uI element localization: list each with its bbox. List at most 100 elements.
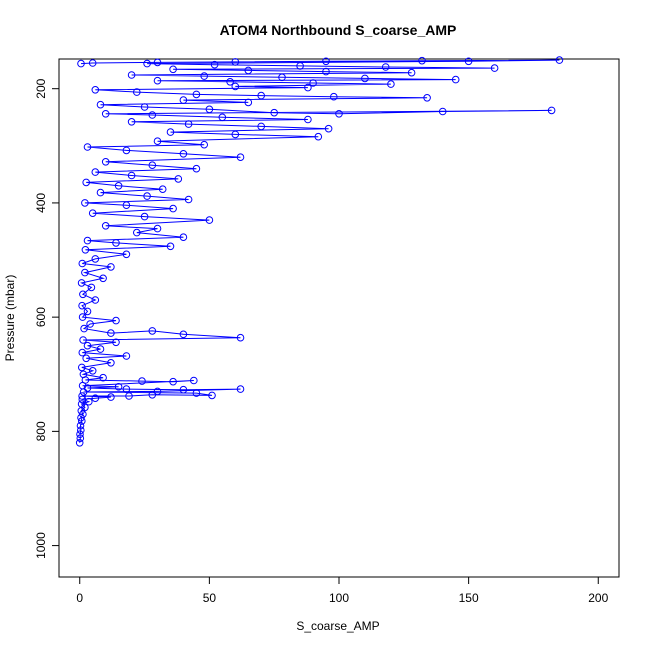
data-point [153, 58, 162, 67]
data-point [81, 246, 90, 254]
data-point [107, 263, 115, 271]
data-point [88, 59, 97, 67]
data-point [169, 204, 177, 213]
data-point [205, 105, 214, 114]
data-point [81, 268, 89, 277]
data-point [231, 82, 240, 91]
data-point [101, 158, 110, 166]
data-point [79, 370, 88, 379]
data-point [85, 397, 93, 406]
data-point [218, 113, 227, 122]
data-point [101, 110, 110, 118]
data-point [82, 178, 90, 187]
data-point [140, 103, 149, 111]
data-point [547, 106, 556, 115]
data-point [451, 75, 460, 84]
data-point [179, 233, 188, 241]
data-point [192, 389, 201, 397]
data-point [174, 175, 183, 183]
data-point [179, 330, 188, 339]
data-point [77, 426, 85, 435]
data-point [169, 377, 177, 386]
data-point [77, 400, 86, 408]
x-tick-label: 0 [76, 591, 83, 605]
data-point [309, 79, 317, 87]
y-tick-label: 600 [34, 307, 48, 327]
data-point [122, 352, 131, 360]
data-point [244, 66, 253, 75]
data-point [387, 80, 395, 88]
data-point [77, 59, 85, 68]
y-tick-label: 400 [34, 193, 48, 213]
data-point [91, 255, 100, 263]
x-tick-label: 150 [459, 591, 479, 605]
data-point [107, 393, 115, 401]
y-tick-label: 800 [34, 421, 48, 441]
data-point [88, 367, 97, 375]
data-point [76, 421, 85, 430]
data-point [335, 110, 343, 118]
data-point [153, 76, 162, 85]
data-point [78, 301, 86, 310]
data-point [80, 324, 88, 333]
data-point [112, 338, 120, 347]
data-point [314, 132, 323, 141]
data-point [127, 171, 136, 180]
data-point [83, 307, 92, 316]
data-point [140, 212, 149, 221]
data-point [200, 72, 208, 80]
data-point [114, 383, 123, 391]
data-point [76, 430, 84, 439]
data-point [166, 242, 175, 251]
data-point [96, 345, 105, 353]
data-point [464, 57, 473, 66]
data-point [91, 296, 100, 304]
data-point [190, 376, 198, 385]
data-point [153, 387, 162, 396]
data-point [78, 348, 87, 357]
data-point [75, 439, 84, 447]
x-axis: 0 50 100 150 200 [76, 577, 609, 605]
data-point [148, 161, 157, 169]
data-point [125, 392, 133, 400]
data-point [184, 195, 193, 204]
data-point [83, 384, 92, 392]
data-point [96, 188, 105, 197]
data-point [210, 60, 219, 69]
data-point [192, 164, 201, 173]
data-point [101, 222, 110, 230]
data-point [88, 209, 97, 217]
data-point [324, 124, 333, 133]
y-axis-label: Pressure (mbar) [3, 275, 17, 362]
data-point [83, 143, 92, 151]
data-point [112, 239, 120, 247]
data-point [79, 290, 87, 299]
data-point [138, 377, 146, 385]
data-point [304, 115, 312, 124]
chart-title: ATOM4 Northbound S_coarse_AMP [220, 22, 457, 38]
x-tick-label: 100 [329, 591, 349, 605]
data-point [112, 316, 120, 325]
data-point [96, 100, 105, 109]
x-tick-label: 50 [203, 591, 217, 605]
data-point [86, 320, 94, 328]
data-point [78, 392, 86, 400]
data-point [76, 434, 85, 443]
data-point [322, 57, 330, 66]
data-point [438, 107, 447, 116]
data-point [407, 68, 416, 77]
data-point [91, 394, 100, 403]
data-point [169, 65, 177, 74]
data-point [81, 199, 89, 207]
data-point [79, 336, 87, 344]
data-point [91, 168, 100, 176]
y-axis: 200 400 600 800 1000 [34, 78, 59, 559]
data-point [257, 122, 266, 131]
data-point [83, 236, 92, 245]
data-point [78, 395, 87, 404]
data-point [127, 71, 136, 79]
data-point [184, 120, 193, 128]
y-tick-label: 200 [34, 78, 48, 98]
data-point [270, 108, 279, 117]
data-point [200, 140, 208, 149]
